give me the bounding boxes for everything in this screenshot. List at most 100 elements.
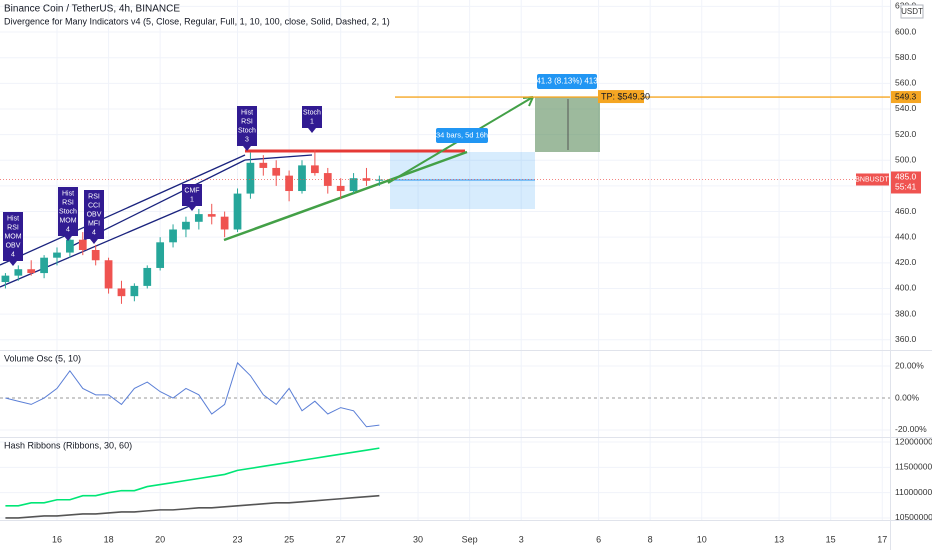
divergence-label-box [3, 212, 23, 261]
x-tick-label: Sep [462, 534, 478, 544]
candle-body [349, 178, 358, 192]
currency-box[interactable] [900, 4, 924, 19]
candle-body [220, 216, 229, 230]
symbol-box [856, 173, 889, 186]
tp-label: TP: $549.30 [601, 91, 650, 101]
x-tick-label: 18 [104, 534, 114, 544]
drawings [0, 96, 600, 288]
y-tick-label: 540.0 [895, 103, 917, 113]
tp-box [598, 90, 644, 104]
x-tick-label: 20 [155, 534, 165, 544]
divergence-label-box [237, 106, 257, 146]
candle-body [27, 269, 36, 274]
tp-price-box [891, 91, 921, 104]
candle-body [298, 165, 306, 192]
candle-body [259, 162, 268, 168]
series-line [5, 361, 380, 428]
x-tick-label: 6 [596, 534, 601, 544]
x-tick-label: 23 [233, 534, 243, 544]
divergence-label-text: Hist [7, 215, 19, 222]
divergence-label-text: MOM [59, 217, 76, 224]
candle-body [169, 229, 177, 243]
candle-body [311, 165, 319, 174]
y-tick-label: 110000000.0 [895, 487, 932, 497]
currency[interactable]: USDT [901, 7, 923, 16]
candle-body [130, 285, 139, 297]
divergence-label-text: Hist [62, 190, 74, 197]
divergence-label-text: 4 [11, 251, 15, 258]
divergence-label-text: OBV [6, 242, 21, 249]
candle-body [53, 252, 61, 258]
target-label: 41.3 (8.13%) 413 [536, 77, 598, 86]
x-tick-label: 13 [774, 534, 784, 544]
candle-body [156, 242, 165, 268]
y-tick-label: 440.0 [895, 231, 917, 241]
divergence-label-text: 1 [190, 196, 194, 203]
candle-body [246, 162, 255, 194]
y-tick-label: 115000000.0 [895, 462, 932, 472]
candle-body [66, 239, 74, 253]
divergence-label-text: 4 [92, 229, 96, 236]
divergence-label-text: Hist [241, 109, 253, 116]
divergence-pointer [64, 236, 72, 241]
x-tick-label: 17 [877, 534, 887, 544]
y-tick-label: 580.0 [895, 52, 917, 62]
y-tick-label: 400.0 [895, 283, 917, 293]
candle-body [78, 239, 87, 250]
tp-price-label: 549.3 [895, 91, 917, 101]
range-label: 34 bars, 5d 16h [436, 130, 488, 139]
candle-body [336, 185, 345, 192]
y-tick-label: 460.0 [895, 206, 917, 216]
y-tick-label: 560.0 [895, 78, 917, 88]
indicator-title: Divergence for Many Indicators v4 (5, Cl… [4, 16, 390, 26]
divergence-label-text: CCI [88, 202, 100, 209]
divergence-pointer [90, 239, 98, 244]
target-badge [537, 74, 597, 89]
x-tick-label: 27 [336, 534, 346, 544]
x-tick-label: 15 [826, 534, 836, 544]
candle-body [14, 269, 23, 276]
divergence-label-text: Stoch [303, 109, 321, 116]
pane-title: Hash Ribbons (Ribbons, 30, 60) [4, 440, 132, 450]
candle-body [117, 288, 126, 297]
divergence-label-text: 3 [245, 136, 249, 143]
y-tick-label: 520.0 [895, 129, 917, 139]
candle-body [194, 214, 203, 222]
divergence-label-text: CMF [184, 187, 199, 194]
divergence-label-box [182, 184, 202, 206]
y-tick-label: 20.00% [895, 360, 924, 370]
y-tick-label: 105000000.0 [895, 512, 932, 522]
divergence-label-text: MFI [88, 220, 100, 227]
y-tick-label: 120000000.0 [895, 436, 932, 446]
candle-body [233, 193, 242, 230]
y-tick-label: 600.0 [895, 26, 917, 36]
candle-body [104, 260, 113, 289]
range-badge [436, 128, 488, 143]
candle-body [272, 167, 281, 176]
x-tick-label: 16 [52, 534, 62, 544]
candle-body [182, 221, 190, 230]
y-tick-label: -20.00% [895, 424, 927, 434]
series-line [5, 447, 380, 507]
x-tick-label: 10 [697, 534, 707, 544]
candle-body [91, 250, 100, 261]
divergence-label-text: OBV [87, 211, 102, 218]
divergence-label-text: RSI [62, 199, 74, 206]
pane-title: Volume Osc (5, 10) [4, 353, 81, 363]
divergence-label-box [302, 106, 322, 128]
series-line [5, 494, 380, 519]
last-price-label: 485.0 [895, 172, 917, 182]
divergence-line [0, 154, 246, 266]
candle-body [285, 175, 293, 192]
divergence-label-text: Stoch [59, 208, 77, 215]
divergence-label-text: Stoch [238, 127, 256, 134]
countdown: 55:41 [895, 182, 917, 192]
divergence-pointer [243, 146, 251, 151]
candle-body [1, 275, 10, 283]
divergence-label-box [58, 187, 78, 236]
divergence-label-box [84, 190, 104, 239]
chart-title: Binance Coin / TetherUS, 4h, BINANCE [4, 4, 180, 15]
price-box [891, 171, 921, 194]
